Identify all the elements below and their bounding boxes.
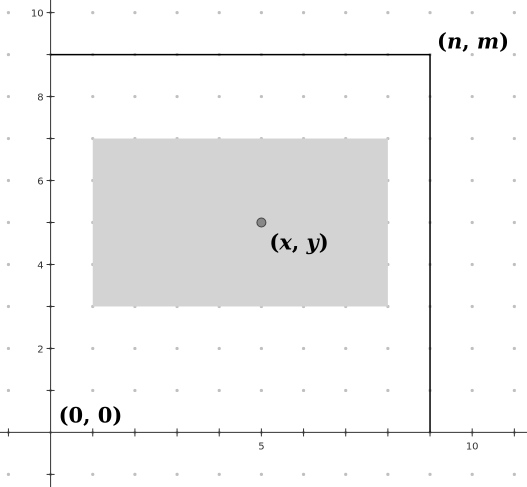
grid-dot	[428, 472, 432, 477]
axis-ticks	[7, 12, 515, 475]
axis-tick-labels: 5 10 2 4 6 8 10	[31, 9, 479, 453]
grid-dot	[512, 304, 516, 309]
grid-dot	[344, 388, 348, 393]
grid-dot	[470, 346, 474, 351]
grid-dot	[512, 52, 516, 57]
grid-dot	[470, 220, 474, 225]
grid-dot	[386, 346, 390, 351]
grid-dot	[301, 346, 306, 351]
grid-dot	[217, 10, 221, 15]
grid-dot	[133, 472, 137, 477]
grid-dot	[6, 220, 11, 225]
shaded-rectangle	[92, 138, 388, 307]
grid-dot	[470, 388, 474, 393]
grid-dot	[91, 94, 95, 99]
grid-dot	[6, 346, 11, 351]
x-tick-label-5: 5	[258, 441, 264, 452]
grid-dot	[6, 304, 11, 309]
corner-label-n-m: (n, m)	[437, 29, 509, 54]
grid-dot	[470, 10, 474, 15]
grid-dot	[301, 10, 306, 15]
grid-dot	[301, 388, 306, 393]
grid-dot	[6, 388, 11, 393]
grid-dot	[301, 472, 306, 477]
grid-dot	[91, 10, 95, 15]
grid-dot	[470, 52, 474, 57]
x-tick-label-10: 10	[466, 441, 479, 452]
grid-dot	[470, 136, 474, 141]
grid-dot	[259, 472, 263, 477]
grid-dot	[512, 136, 516, 141]
grid-dot	[175, 346, 179, 351]
grid-dot	[6, 136, 11, 141]
grid-dot	[6, 94, 11, 99]
point-x-y	[256, 217, 267, 228]
grid-dot	[470, 262, 474, 267]
grid-dot	[175, 472, 179, 477]
grid-dot	[344, 346, 348, 351]
grid-dot	[470, 178, 474, 183]
grid-dot	[470, 94, 474, 99]
grid-dot	[6, 262, 11, 267]
grid-dot	[91, 388, 95, 393]
grid-dot	[344, 472, 348, 477]
grid-dot	[175, 388, 179, 393]
grid-dot	[217, 94, 221, 99]
grid-dot	[512, 388, 516, 393]
grid-dot	[175, 94, 179, 99]
grid-dot	[217, 346, 221, 351]
grid-dot	[133, 346, 137, 351]
grid-dot	[386, 388, 390, 393]
grid-dot	[301, 94, 306, 99]
y-tick-label-4: 4	[37, 260, 43, 271]
grid-dot	[259, 388, 263, 393]
grid-dot	[133, 388, 137, 393]
y-tick-label-2: 2	[37, 344, 43, 355]
grid-dot	[386, 472, 390, 477]
grid-dot	[512, 472, 516, 477]
grid-dot	[512, 178, 516, 183]
grid-dot	[6, 10, 11, 15]
y-tick-label-6: 6	[37, 177, 43, 188]
grid-dot	[133, 10, 137, 15]
grid-dot	[470, 472, 474, 477]
grid-dot	[217, 388, 221, 393]
grid-dot	[6, 52, 11, 57]
grid-dot	[259, 94, 263, 99]
grid-dot	[175, 10, 179, 15]
grid-dot	[512, 94, 516, 99]
grid-dot	[512, 346, 516, 351]
grid-dot	[344, 10, 348, 15]
grid-dot	[6, 472, 11, 477]
grid-dot	[6, 178, 11, 183]
grid-dot	[512, 220, 516, 225]
grid-dot	[470, 304, 474, 309]
grid-dot	[386, 94, 390, 99]
grid-dot	[259, 10, 263, 15]
y-tick-label-10: 10	[31, 9, 44, 20]
grid-dot	[386, 10, 390, 15]
origin-label: (0, 0)	[59, 402, 123, 427]
grid-dot	[512, 262, 516, 267]
y-tick-label-8: 8	[37, 93, 43, 104]
grid-dot	[91, 472, 95, 477]
grid-dot	[133, 94, 137, 99]
grid-dot	[259, 346, 263, 351]
grid-dot	[428, 10, 432, 15]
grid-dot	[512, 10, 516, 15]
grid-dot	[217, 472, 221, 477]
grid-dot	[344, 94, 348, 99]
outer-rectangle-top-right-edges	[50, 53, 431, 433]
grid-dot	[91, 346, 95, 351]
point-label-x-y: (x, y)	[269, 230, 328, 255]
